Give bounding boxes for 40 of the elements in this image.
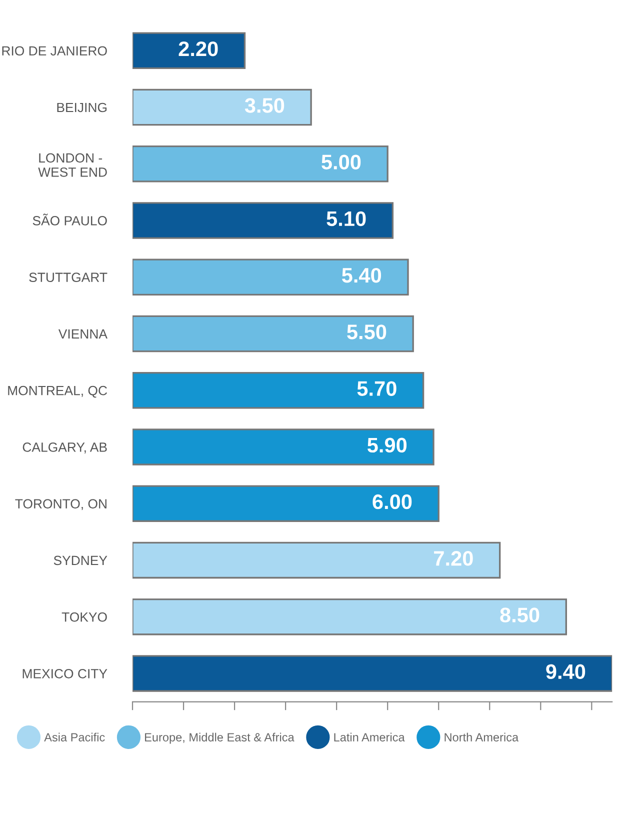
bar: [132, 655, 612, 692]
data-label: 5.10: [326, 211, 366, 226]
bar: [132, 542, 501, 579]
bar: [132, 428, 434, 466]
data-label: 6.00: [372, 494, 412, 510]
bar: [132, 485, 440, 522]
bar: [132, 32, 246, 70]
data-label: 2.20: [178, 41, 218, 56]
y-tick-label: SYDNEY: [54, 556, 108, 566]
y-tick-label: STUTTGART: [29, 272, 108, 282]
bar: [132, 598, 567, 636]
y-tick-label: TORONTO, ON: [15, 499, 106, 510]
data-label: 5.90: [367, 438, 407, 453]
data-label: 3.50: [244, 98, 284, 113]
y-tick-label: RIO DE JANIERO: [2, 46, 107, 56]
y-tick-label: MONTREAL, QC: [8, 386, 108, 398]
data-label: 5.70: [357, 381, 396, 396]
bar: [132, 145, 388, 182]
data-label: 9.40: [546, 664, 586, 680]
bar: [132, 88, 312, 126]
legend-label: Latin America: [334, 732, 405, 742]
data-label: 5.40: [342, 268, 382, 283]
y-tick-label: LONDON - WEST END: [38, 153, 107, 177]
bar: [132, 258, 409, 296]
y-tick-label: MEXICO CITY: [22, 669, 108, 678]
y-tick-label: BEIJING: [57, 102, 107, 112]
y-tick-label: CALGARY, AB: [22, 442, 107, 454]
bar: [132, 315, 414, 352]
y-tick-label: SÃO PAULO: [32, 214, 107, 226]
data-label: 7.20: [434, 551, 473, 566]
y-tick-label: VIENNA: [58, 329, 108, 339]
legend-label: Europe, Middle East & Africa: [145, 732, 294, 744]
bar: [132, 372, 424, 409]
legend-label: Asia Pacific: [44, 732, 105, 742]
data-label: 5.00: [322, 154, 361, 170]
y-tick-label: TOKYO: [62, 612, 107, 622]
bar: [132, 202, 394, 239]
data-label: 5.50: [347, 324, 386, 340]
data-label: 8.50: [500, 608, 540, 622]
legend-label: North America: [444, 732, 519, 742]
